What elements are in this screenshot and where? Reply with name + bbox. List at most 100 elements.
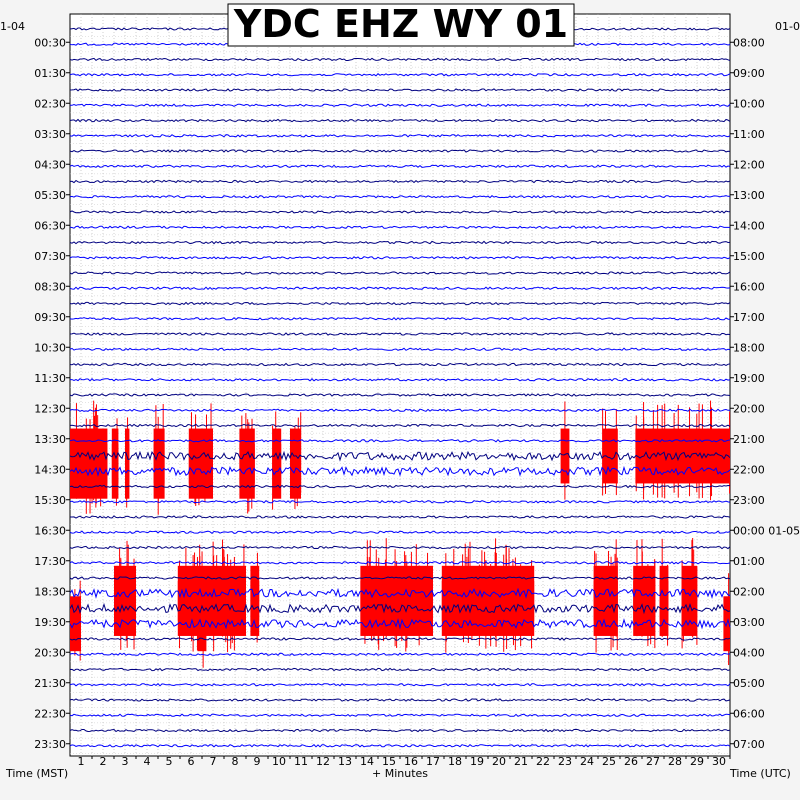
right-tick-label: 16:00 [733, 280, 765, 293]
x-tick-label: 2 [100, 755, 107, 768]
x-tick-label: 9 [254, 755, 261, 768]
x-tick-label: 4 [144, 755, 151, 768]
seismic-trace [69, 73, 731, 77]
x-tick-label: 7 [210, 755, 217, 768]
right-tick-label: 18:00 [733, 341, 765, 354]
seismic-trace [69, 618, 731, 630]
right-tick-label: 20:00 [733, 402, 765, 415]
x-tick-label: 10 [272, 755, 286, 768]
seismic-trace [69, 667, 731, 672]
seismic-trace [70, 103, 731, 108]
seismic-trace [69, 332, 731, 336]
right-tick-label: 02:00 [733, 585, 765, 598]
left-top-label: 1-04 [0, 20, 25, 33]
seismic-trace [69, 149, 731, 153]
left-tick-label: 05:30 [34, 189, 66, 202]
seismic-trace [69, 240, 731, 245]
x-tick-label: 12 [316, 755, 330, 768]
left-tick-label: 12:30 [34, 402, 66, 415]
seismic-trace [69, 683, 731, 687]
x-tick-label: 25 [602, 755, 616, 768]
x-tick-label: 6 [188, 755, 195, 768]
left-axis-ticks: 00:30 01:30 02:30 03:30 04:30 05:30 06:30 07:30… [34, 36, 70, 751]
chart-title: YDC EHZ WY 01 [233, 2, 568, 46]
left-tick-label: 11:30 [34, 372, 66, 385]
left-tick-label: 23:30 [34, 738, 66, 751]
seismic-trace [69, 530, 731, 534]
right-tick-label: 03:00 [733, 616, 765, 629]
seismic-trace [69, 713, 731, 717]
right-tick-label: 14:00 [733, 219, 765, 232]
clipped-segment [153, 443, 165, 499]
seismic-trace [69, 652, 731, 656]
left-tick-label: 20:30 [34, 646, 66, 659]
seismic-trace [69, 377, 731, 382]
seismic-trace [69, 362, 731, 367]
seismic-trace [69, 316, 731, 321]
seismic-trace [69, 500, 731, 504]
right-axis-title: Time (UTC) [729, 767, 791, 780]
clipped-segment [635, 428, 730, 484]
seismic-trace [69, 286, 731, 290]
seismic-trace [70, 515, 731, 519]
x-tick-label: 3 [122, 755, 129, 768]
seismic-trace [69, 408, 731, 412]
left-tick-label: 04:30 [34, 158, 66, 171]
right-tick-label: 23:00 [733, 494, 765, 507]
x-tick-label: 24 [580, 755, 594, 768]
right-top-label: 01-0 [775, 20, 800, 33]
right-tick-label: 08:00 [733, 36, 765, 49]
left-tick-label: 19:30 [34, 616, 66, 629]
clipped-segment [290, 443, 301, 499]
left-tick-label: 14:30 [34, 463, 66, 476]
right-tick-label: 12:00 [733, 158, 765, 171]
right-axis-ticks: 08:00 09:00 10:00 11:00 12:00 13:00 14:00 15:00… [730, 36, 800, 751]
clipped-segment [111, 443, 119, 499]
seismic-trace [69, 57, 731, 62]
x-tick-label: 8 [232, 755, 239, 768]
x-tick-label: 18 [448, 755, 462, 768]
left-tick-label: 10:30 [34, 341, 66, 354]
right-tick-label: 05:00 [733, 677, 765, 690]
right-tick-label: 06:00 [733, 707, 765, 720]
right-tick-label: 09:00 [733, 67, 765, 80]
seismic-trace [69, 450, 731, 462]
left-tick-label: 15:30 [34, 494, 66, 507]
seismic-trace [69, 210, 731, 214]
x-tick-label: 27 [646, 755, 660, 768]
seismic-trace [69, 587, 731, 599]
clipped-segment [602, 428, 618, 484]
x-axis-label: + Minutes [372, 767, 428, 780]
left-tick-label: 22:30 [34, 707, 66, 720]
seismic-trace [69, 271, 731, 275]
clipped-segment [197, 596, 207, 652]
right-tick-label: 17:00 [733, 311, 765, 324]
left-tick-label: 17:30 [34, 555, 66, 568]
x-tick-label: 15 [382, 755, 396, 768]
title-box [227, 3, 575, 47]
right-tick-label: 11:00 [733, 128, 765, 141]
clipped-segment [659, 581, 669, 636]
right-tick-label: 10:00 [733, 97, 765, 110]
left-tick-label: 16:30 [34, 524, 66, 537]
x-tick-label: 1 [78, 755, 85, 768]
right-tick-label: 22:00 [733, 463, 765, 476]
seismic-trace [69, 637, 731, 641]
x-tick-label: 29 [690, 755, 704, 768]
seismic-trace [69, 179, 731, 184]
seismic-trace [69, 728, 731, 733]
right-tick-label: 00:00 01-05 [733, 524, 800, 537]
right-tick-label: 19:00 [733, 372, 765, 385]
right-tick-label: 07:00 [733, 738, 765, 751]
left-tick-label: 07:30 [34, 250, 66, 263]
x-tick-label: 19 [470, 755, 484, 768]
right-tick-label: 01:00 [733, 555, 765, 568]
seismic-trace [69, 347, 731, 351]
seismic-trace [69, 256, 731, 260]
seismic-trace [69, 484, 731, 489]
trace-layer [69, 27, 731, 748]
seismic-trace [69, 134, 731, 138]
left-tick-label: 01:30 [34, 67, 66, 80]
left-tick-label: 18:30 [34, 585, 66, 598]
left-tick-label: 13:30 [34, 433, 66, 446]
